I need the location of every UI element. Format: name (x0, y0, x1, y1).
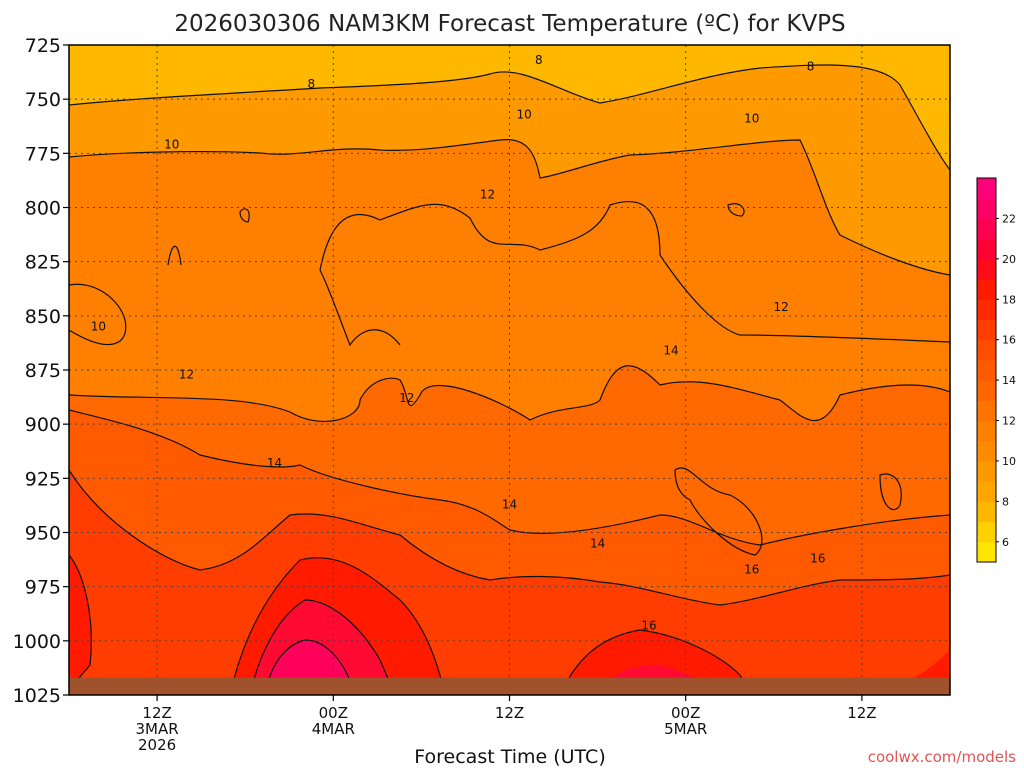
colorbar-swatch (977, 198, 996, 219)
contour-label: 14 (663, 344, 678, 358)
x-tick-label: 5MAR (664, 720, 707, 738)
contour-label: 10 (517, 107, 532, 121)
gridlines (69, 44, 950, 696)
contour-label: 16 (810, 552, 825, 566)
colorbar-label: 18 (1002, 293, 1016, 306)
contour-label: 12 (774, 300, 789, 314)
y-tick-label: 850 (25, 306, 61, 328)
x-tick-label: 12Z (142, 704, 171, 722)
colorbar-swatch (977, 541, 996, 563)
colorbar-swatch (977, 319, 996, 341)
colorbar-swatch (977, 258, 996, 280)
colorbar-label: 16 (1002, 334, 1016, 347)
band-20-22 (250, 600, 715, 695)
colorbar-label: 22 (1002, 212, 1016, 225)
colorbar-swatch (977, 521, 996, 543)
colorbar-swatch (977, 299, 996, 320)
colorbar-swatch (977, 440, 996, 462)
y-tick-label: 875 (25, 360, 61, 382)
ground-surface (69, 677, 950, 695)
y-tick-label: 775 (25, 143, 61, 165)
y-axis: 725 750 775 800 825 850 875 900 925 950 975 1000 102… (13, 35, 69, 707)
x-tick-label: 4MAR (312, 720, 355, 738)
y-tick-label: 900 (25, 414, 61, 436)
plot-area (69, 45, 950, 695)
contour-label: 16 (744, 562, 759, 576)
x-tick-label: 00Z (671, 704, 700, 722)
contour-label: 14 (267, 456, 282, 470)
colorbar-label: 12 (1002, 415, 1016, 428)
y-tick-label: 725 (25, 35, 61, 57)
site-credit: coolwx.com/models (868, 748, 1016, 766)
contour-label: 12 (480, 188, 495, 202)
y-tick-label: 1025 (13, 685, 61, 707)
colorbar-frame (976, 177, 997, 563)
colorbar-swatch (977, 400, 996, 422)
y-tick-label: 825 (25, 252, 61, 274)
colorbar-swatch (977, 420, 996, 442)
colorbar-swatch (977, 501, 996, 523)
x-tick-label: 12Z (495, 704, 524, 722)
colorbar-swatch (977, 481, 996, 502)
contour-label: 8 (307, 77, 315, 91)
x-tick-label: 12Z (847, 704, 876, 722)
colorbar: 6 8 10 12 14 16 18 20 22 (976, 177, 1016, 563)
x-axis-label: Forecast Time (UTC) (414, 746, 605, 768)
contour-label: 10 (91, 320, 106, 334)
contour-label: 12 (399, 391, 414, 405)
y-tick-label: 925 (25, 468, 61, 490)
colorbar-label: 6 (1002, 536, 1009, 549)
contour-label: 14 (502, 497, 517, 511)
colorbar-label: 20 (1002, 253, 1016, 266)
contour-label: 16 (641, 619, 656, 633)
colorbar-swatch (977, 279, 996, 300)
colorbar-swatch (977, 380, 996, 401)
colorbar-swatch (977, 238, 996, 260)
y-tick-label: 1000 (13, 631, 61, 653)
x-tick-label: 00Z (319, 704, 348, 722)
y-tick-label: 950 (25, 523, 61, 545)
chart-title: 2026030306 NAM3KM Forecast Temperature (… (174, 11, 845, 37)
colorbar-swatch (977, 218, 996, 240)
contour-label: 8 (807, 60, 815, 74)
contour-lines (69, 64, 950, 695)
colorbar-swatch (977, 359, 996, 381)
contour-label: 12 (179, 367, 194, 381)
colorbar-swatch (977, 339, 996, 361)
y-tick-label: 975 (25, 577, 61, 599)
colorbar-label: 14 (1002, 374, 1016, 387)
colorbar-swatch (977, 460, 996, 482)
contour-label: 14 (590, 536, 605, 550)
y-tick-label: 750 (25, 89, 61, 111)
x-tick-label: 3MAR (136, 720, 179, 738)
x-tick-label: 2026 (138, 736, 176, 754)
y-tick-label: 800 (25, 198, 61, 220)
contour-label: 10 (164, 138, 179, 152)
contour-label: 10 (744, 112, 759, 126)
colorbar-swatch (977, 178, 996, 199)
contour-label: 8 (535, 53, 543, 67)
colorbar-label: 10 (1002, 455, 1016, 468)
colorbar-label: 8 (1002, 495, 1009, 508)
contour-labels: 8 8 8 10 10 10 10 12 12 12 12 14 14 14 14 16 16 16 (91, 53, 826, 633)
